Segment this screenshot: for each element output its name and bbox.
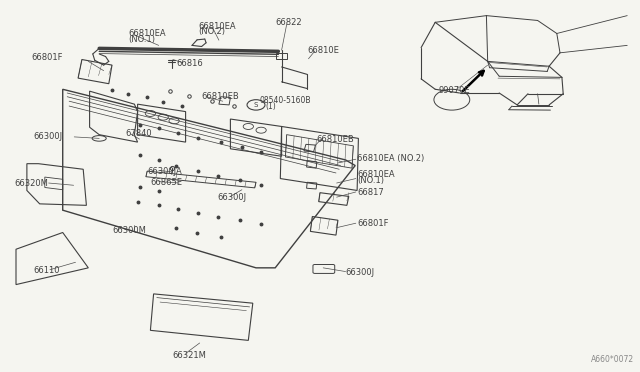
Text: 66816: 66816	[176, 59, 203, 68]
Text: 08540-5160B: 08540-5160B	[259, 96, 310, 105]
Text: 66810EA: 66810EA	[198, 22, 236, 31]
Text: 66810EB: 66810EB	[317, 135, 355, 144]
Text: 66810EB: 66810EB	[202, 92, 239, 101]
Text: 66810EA: 66810EA	[357, 170, 395, 179]
Text: 66110: 66110	[33, 266, 60, 275]
Text: 66810E: 66810E	[307, 46, 339, 55]
Text: A660*0072: A660*0072	[591, 355, 634, 364]
Text: 66801F: 66801F	[31, 53, 63, 62]
Text: 66300JA: 66300JA	[147, 167, 182, 176]
Text: 66865E: 66865E	[150, 178, 182, 187]
Text: 66300J: 66300J	[346, 268, 375, 277]
Text: 66300J: 66300J	[218, 193, 247, 202]
Text: (NO.2): (NO.2)	[198, 27, 225, 36]
Text: (1): (1)	[266, 102, 276, 110]
Text: 66300M: 66300M	[112, 226, 146, 235]
Text: 66810EA: 66810EA	[128, 29, 166, 38]
Text: 66320M: 66320M	[14, 179, 48, 187]
Text: 66300J: 66300J	[33, 132, 63, 141]
Text: 66801F: 66801F	[357, 219, 388, 228]
Text: 99070E: 99070E	[438, 86, 470, 94]
Text: 66321M: 66321M	[173, 351, 207, 360]
Text: 66817: 66817	[357, 188, 384, 197]
Text: 66822: 66822	[275, 18, 302, 27]
Text: (NO.1): (NO.1)	[357, 176, 384, 185]
Text: 66810EA (NO.2): 66810EA (NO.2)	[357, 154, 424, 163]
Text: (NO.1): (NO.1)	[128, 35, 155, 44]
Text: 67840: 67840	[125, 129, 152, 138]
Text: S: S	[254, 102, 258, 108]
